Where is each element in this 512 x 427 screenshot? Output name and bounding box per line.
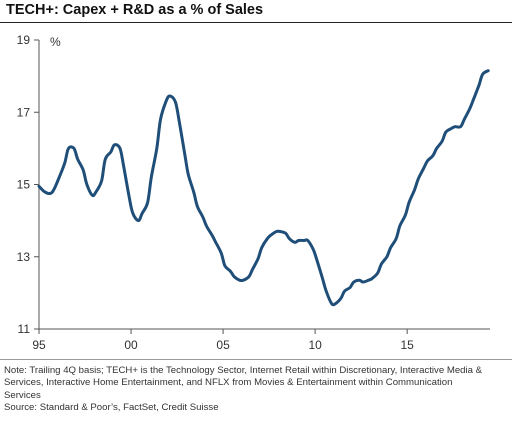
series-line: [37, 69, 490, 307]
chart-footnotes: Note: Trailing 4Q basis; TECH+ is the Te…: [4, 365, 508, 415]
y-tick-label: 13: [17, 250, 31, 264]
y-tick-label: 11: [18, 322, 31, 336]
title-divider: [0, 22, 512, 23]
x-axis-ticks: 95 00 05 10 15: [32, 329, 414, 352]
x-tick-label: 15: [400, 338, 414, 352]
note-line-3: Services: [4, 389, 41, 401]
y-axis-unit-label: %: [50, 35, 61, 49]
x-tick-label: 05: [216, 338, 230, 352]
source-line: Source: Standard & Poor’s, FactSet, Cred…: [4, 402, 219, 414]
x-tick-label: 95: [32, 338, 46, 352]
y-tick-label: 15: [17, 178, 31, 192]
footer-divider: [0, 359, 512, 360]
y-axis-ticks: 11 13 15 17 19: [17, 33, 39, 336]
y-tick-label: 19: [17, 33, 31, 47]
x-tick-label: 00: [124, 338, 138, 352]
y-tick-label: 17: [17, 105, 31, 119]
note-line-2: Services, Interactive Home Entertainment…: [4, 377, 453, 389]
note-line-1: Note: Trailing 4Q basis; TECH+ is the Te…: [4, 365, 483, 376]
x-tick-label: 10: [308, 338, 322, 352]
chart-title: TECH+: Capex + R&D as a % of Sales: [6, 2, 264, 18]
line-chart: 11 13 15 17 19 95 00 05 10 15 %: [17, 33, 490, 352]
